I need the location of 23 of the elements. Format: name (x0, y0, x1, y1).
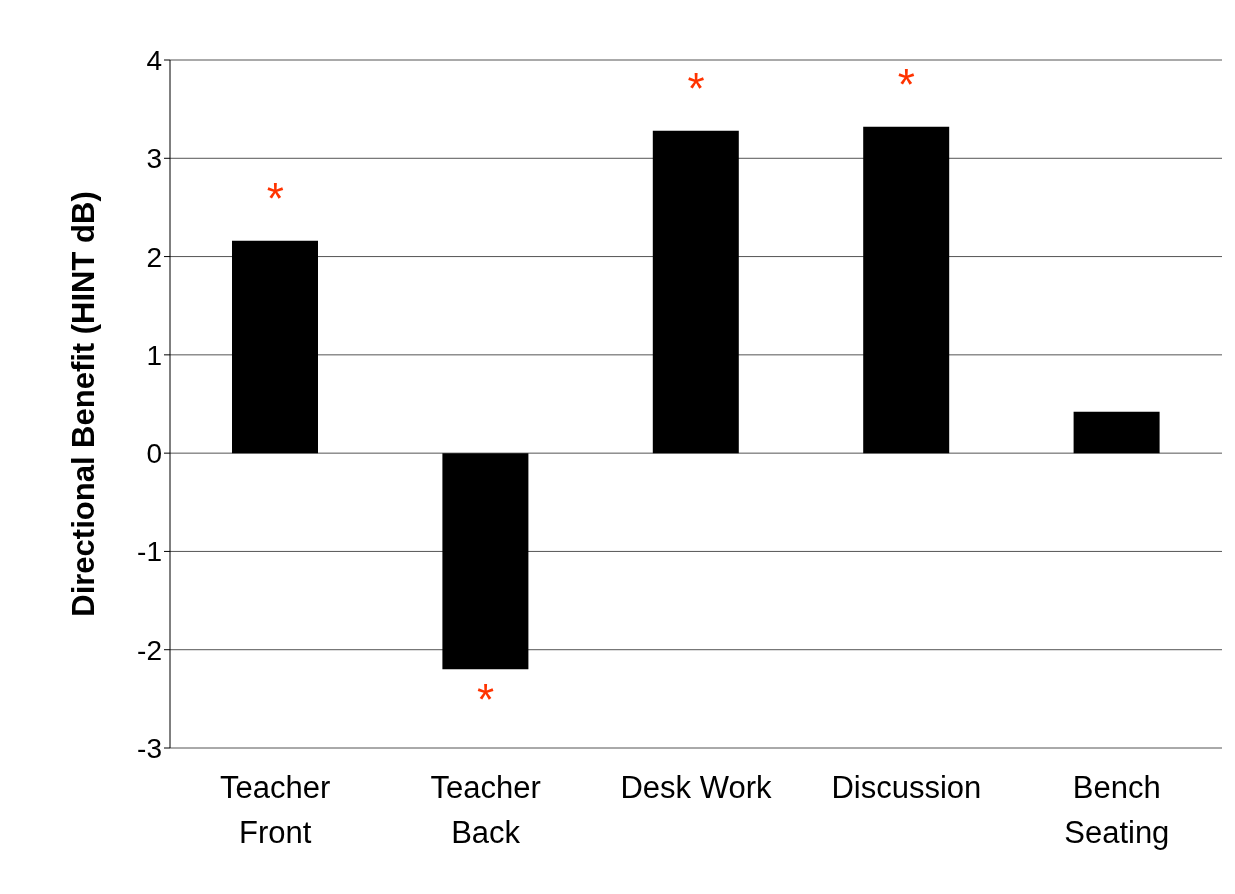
y-tick-label: 2 (146, 241, 162, 273)
y-axis-title: Directional Benefit (HINT dB) (66, 191, 102, 617)
annotation: * (687, 64, 705, 114)
bar (1073, 411, 1160, 454)
y-tick-label: 1 (146, 339, 162, 371)
x-tick-label: Desk Work (620, 770, 772, 805)
bar (232, 240, 318, 454)
x-tick-label: Discussion (831, 770, 982, 805)
y-tick-label: -3 (137, 732, 162, 764)
y-tick-label: -1 (137, 536, 162, 568)
y-tick-label: 3 (146, 143, 162, 175)
y-tick-label: 0 (146, 438, 162, 470)
bar (442, 453, 529, 670)
y-tick-label: -2 (137, 634, 162, 666)
annotation: * (477, 674, 495, 724)
annotation: * (897, 60, 915, 110)
bar (652, 130, 739, 454)
x-tick-label: Bench Seating (1064, 770, 1170, 850)
bar (863, 126, 950, 454)
x-tick-label: Teacher Front (220, 770, 331, 850)
annotation: * (266, 174, 284, 224)
x-tick-label: Teacher Back (430, 770, 541, 850)
y-tick-label: 4 (146, 44, 162, 76)
